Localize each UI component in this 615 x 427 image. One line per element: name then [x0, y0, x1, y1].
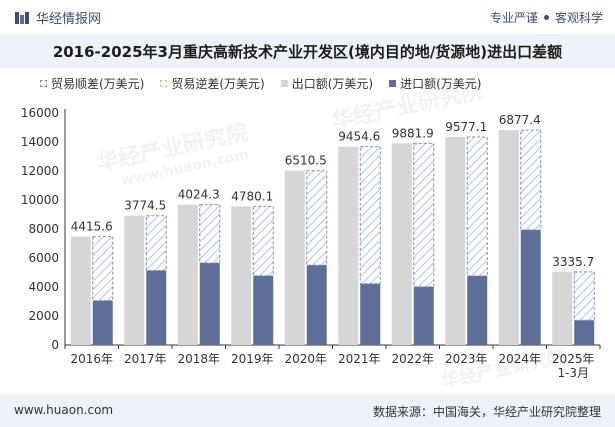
- export-bar: [284, 170, 305, 345]
- legend-item-export: 出口额(万美元): [280, 75, 374, 92]
- header-tags: 专业严谨 客观科学: [490, 9, 603, 26]
- y-tick-label: 16000: [21, 106, 59, 120]
- brand[interactable]: 华经情报网: [14, 8, 101, 27]
- x-tick-label: 2017年: [124, 352, 167, 366]
- y-tick-label: 0: [51, 338, 59, 352]
- import-bar: [92, 300, 113, 345]
- surplus-data-label: 9881.9: [392, 126, 434, 140]
- legend-swatch-import: [389, 80, 397, 87]
- surplus-bar: [520, 129, 542, 231]
- legend-swatch-export: [280, 80, 288, 87]
- y-tick-label: 8000: [28, 222, 59, 236]
- x-tick-label: 2021年: [338, 352, 381, 366]
- import-bar: [306, 265, 327, 345]
- surplus-bar: [359, 146, 381, 285]
- tag-professional: 专业严谨: [489, 11, 538, 25]
- brand-name: 华经情报网: [36, 12, 102, 27]
- export-bar: [445, 136, 466, 345]
- title-bar: 2016-2025年3月重庆高新技术产业开发区(境内目的地/货源地)进出口差额: [0, 34, 615, 68]
- y-tick-label: 14000: [21, 135, 59, 149]
- x-tick-label: 2018年: [177, 352, 220, 366]
- footer-source: 数据来源：中国海关，华经产业研究院整理: [372, 405, 601, 419]
- export-bar: [177, 204, 198, 345]
- legend-item-surplus: 贸易顺差(万美元): [40, 75, 144, 92]
- import-bar: [360, 283, 381, 345]
- y-tick-label: 4000: [28, 280, 59, 294]
- logo-icon: [15, 11, 29, 24]
- surplus-bar: [573, 271, 595, 321]
- y-tick-label: 12000: [21, 164, 59, 178]
- surplus-bar: [252, 205, 274, 277]
- export-bar: [231, 206, 252, 345]
- surplus-data-label: 9577.1: [445, 120, 487, 134]
- x-tick-label: 2019年: [231, 352, 274, 366]
- x-tick-label: 2016年: [70, 352, 113, 366]
- export-bar: [338, 146, 359, 345]
- chart-canvas: 0 2000 4000 6000 8000 10000 12000 14000 16000 201…: [21, 106, 601, 380]
- legend-swatch-deficit: [160, 80, 168, 87]
- x-tick-label: 2024年: [498, 352, 541, 366]
- surplus-data-label: 4780.1: [231, 189, 273, 203]
- surplus-data-label: 9454.6: [338, 130, 380, 144]
- import-bar: [199, 262, 220, 345]
- y-tick-label: 2000: [28, 309, 59, 323]
- x-tick-label: 2025年: [552, 352, 595, 366]
- legend-label-import: 进口额(万美元): [400, 77, 482, 91]
- surplus-bar: [413, 142, 435, 288]
- surplus-bar: [145, 215, 167, 271]
- export-bar: [498, 130, 519, 345]
- surplus-bar: [199, 204, 221, 264]
- import-bar: [413, 286, 434, 345]
- surplus-bar: [92, 236, 114, 302]
- y-tick-label: 10000: [21, 193, 59, 207]
- surplus-data-label: 6877.4: [499, 113, 541, 127]
- x-tick-label: 2023年: [445, 352, 488, 366]
- import-bar: [520, 229, 541, 345]
- surplus-data-label: 3335.7: [552, 255, 594, 269]
- chart-title: 2016-2025年3月重庆高新技术产业开发区(境内目的地/货源地)进出口差额: [52, 43, 563, 61]
- legend-item-import: 进口额(万美元): [389, 75, 482, 92]
- export-bar: [124, 215, 145, 345]
- y-tick-label: 6000: [28, 251, 59, 265]
- footer: www.huaon.com 数据来源：中国海关，华经产业研究院整理: [0, 394, 615, 427]
- import-bar: [574, 320, 595, 345]
- legend-label-surplus: 贸易顺差(万美元): [51, 77, 145, 91]
- tag-objective: 客观科学: [554, 11, 603, 25]
- x-tick-label: 2020年: [284, 352, 327, 366]
- export-bar: [391, 143, 412, 345]
- surplus-data-label: 6510.5: [285, 154, 327, 168]
- surplus-data-label: 4024.3: [178, 188, 220, 202]
- surplus-bar: [306, 170, 328, 266]
- import-bar: [253, 275, 274, 345]
- legend-item-deficit: 贸易逆差(万美元): [160, 75, 265, 92]
- x-tick-label: 1-3月: [557, 366, 589, 380]
- export-bar: [70, 236, 91, 345]
- legend-label-deficit: 贸易逆差(万美元): [171, 77, 265, 91]
- export-bar: [552, 271, 573, 345]
- footer-website[interactable]: www.huaon.com: [14, 403, 114, 417]
- legend-label-export: 出口额(万美元): [291, 77, 374, 91]
- x-tick-label: 2022年: [391, 352, 434, 366]
- import-bar: [467, 275, 488, 345]
- surplus-data-label: 4415.6: [71, 220, 113, 234]
- surplus-bar: [466, 136, 488, 277]
- surplus-data-label: 3774.5: [124, 199, 166, 213]
- legend-swatch-surplus: [40, 80, 47, 87]
- legend: 贸易顺差(万美元) 贸易逆差(万美元) 出口额(万美元) 进口额(万美元): [40, 75, 482, 92]
- dot-icon: [543, 15, 549, 20]
- import-bar: [146, 270, 167, 345]
